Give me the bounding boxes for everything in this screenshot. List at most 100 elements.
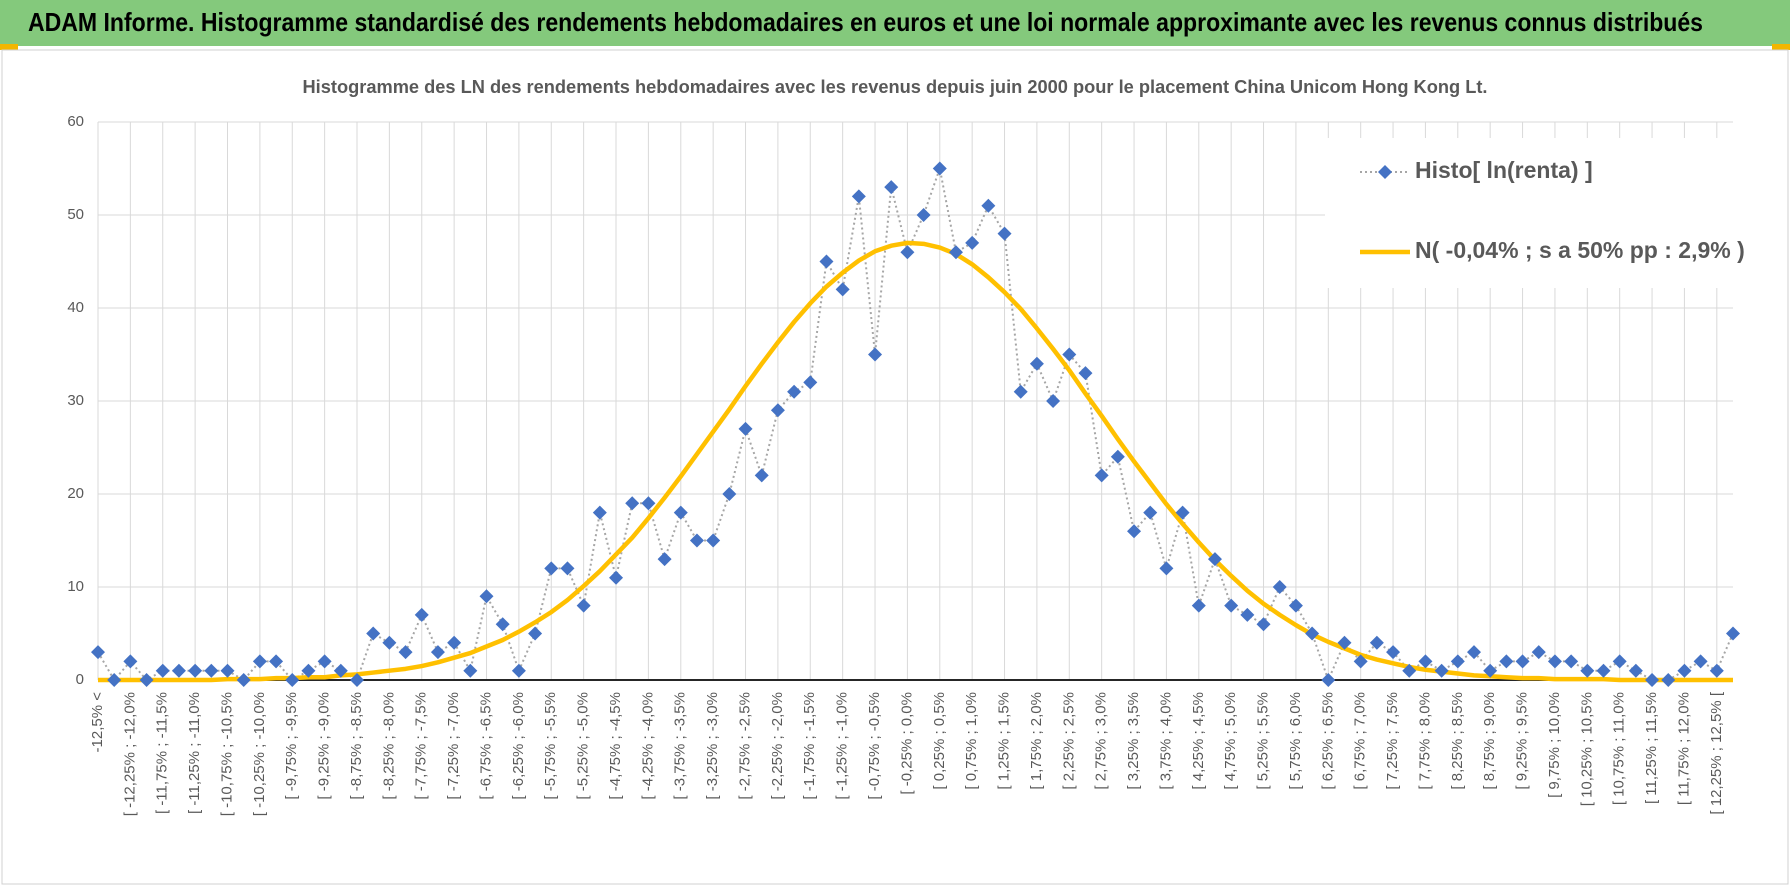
x-tick-label: [ 12,25% ; 12,5% [: [1708, 691, 1725, 814]
x-tick-label: [ -1,25% ; -1,0%: [834, 692, 851, 800]
x-tick-label: [ -12,25% ; -12,0%: [121, 692, 138, 816]
data-point: [1693, 654, 1708, 669]
data-point: [1499, 654, 1514, 669]
data-point: [641, 496, 656, 511]
data-point: [997, 226, 1012, 241]
data-point: [123, 654, 138, 669]
data-point: [155, 663, 170, 678]
x-tick-label: [ -5,75% ; -5,5%: [542, 692, 559, 800]
x-tick-label: [ 8,75% ; 9,0%: [1481, 692, 1498, 790]
data-point: [1483, 663, 1498, 678]
x-tick-label: [ 7,75% ; 8,0%: [1416, 692, 1433, 790]
x-tick-label: [ 10,25% ; 10,5%: [1578, 692, 1595, 806]
y-tick-label: 30: [67, 392, 84, 409]
x-tick-label: [ -6,25% ; -6,0%: [510, 692, 527, 800]
series-line: [98, 240, 1733, 683]
corner-mark: [1772, 44, 1790, 50]
data-point: [317, 654, 332, 669]
x-tick-label: [ 0,25% ; 0,5%: [931, 692, 948, 790]
data-point: [965, 235, 980, 250]
data-point: [350, 673, 365, 687]
data-point: [770, 403, 785, 418]
data-point: [1321, 673, 1336, 687]
data-point: [91, 645, 105, 660]
data-point: [1110, 449, 1125, 464]
x-tick-label: [ -0,25% ; 0,0%: [898, 692, 915, 795]
x-tick-label: [ -4,25% ; -4,0%: [639, 692, 656, 800]
x-tick-label: [ 5,25% ; 5,5%: [1255, 692, 1272, 790]
data-point: [1726, 626, 1740, 641]
x-tick-label: [ 11,75% ; 12,0%: [1675, 692, 1692, 805]
data-point: [1677, 663, 1692, 678]
data-point: [1029, 356, 1044, 371]
data-point: [884, 180, 899, 195]
data-point: [1191, 598, 1206, 613]
legend-marker: [1378, 165, 1392, 179]
data-point: [1062, 347, 1077, 362]
data-point: [1612, 654, 1627, 669]
x-tick-label: [ -0,75% ; -0,5%: [866, 692, 883, 800]
data-point: [1143, 505, 1158, 520]
x-tick-label: [ -3,25% ; -3,0%: [704, 692, 721, 800]
header-title: ADAM Informe. Histogramme standardisé de…: [28, 7, 1703, 37]
data-point: [1046, 394, 1061, 408]
data-point: [301, 663, 316, 678]
data-point: [1207, 552, 1222, 567]
chart-title: Histogramme des LN des rendements hebdom…: [303, 77, 1488, 97]
x-tick-label: [ 10,75% ; 11,0%: [1611, 692, 1628, 805]
data-point: [609, 570, 624, 585]
data-point: [1094, 468, 1109, 483]
data-point: [1628, 663, 1643, 678]
data-point: [1272, 580, 1287, 594]
data-point: [1224, 598, 1239, 613]
data-point: [625, 496, 640, 511]
data-point: [1240, 607, 1255, 622]
x-tick-label: [ 5,75% ; 6,0%: [1287, 692, 1304, 790]
data-point: [1305, 626, 1320, 641]
data-point: [1580, 663, 1595, 678]
data-point: [1127, 524, 1142, 539]
x-tick-label: [ 3,25% ; 3,5%: [1125, 692, 1142, 790]
y-tick-label: 10: [67, 578, 84, 595]
data-point: [576, 598, 591, 613]
x-tick-label: [ -4,75% ; -4,5%: [607, 692, 624, 800]
x-tick-label: [ 2,75% ; 3,0%: [1093, 692, 1110, 790]
data-point: [560, 561, 575, 576]
data-point: [1596, 663, 1611, 678]
data-point: [1288, 598, 1303, 613]
data-point: [1386, 645, 1401, 660]
data-point: [107, 673, 122, 687]
x-tick-label: [ -7,25% ; -7,0%: [445, 692, 462, 800]
data-point: [592, 505, 607, 520]
data-point: [1709, 663, 1724, 678]
x-tick-label: [ 9,75% ; 10,0%: [1546, 692, 1563, 798]
x-tick-label: [ -8,75% ; -8,5%: [348, 692, 365, 800]
data-point: [1466, 645, 1481, 660]
data-point: [204, 663, 219, 678]
data-point: [916, 208, 931, 222]
data-point: [803, 375, 818, 390]
data-point: [706, 533, 721, 548]
data-point: [479, 589, 494, 604]
data-point: [1013, 384, 1028, 399]
data-point: [754, 468, 769, 483]
data-point: [171, 663, 186, 678]
x-tick-label: [ 1,25% ; 1,5%: [996, 692, 1013, 790]
data-point: [1661, 673, 1676, 687]
data-point: [495, 617, 510, 632]
legend-label: Histo[ ln(renta) ]: [1415, 157, 1593, 183]
x-tick-label: [ -11,75% ; -11,5%: [154, 692, 171, 814]
data-point: [366, 626, 381, 641]
x-tick-label: [ -10,75% ; -10,5%: [218, 692, 235, 816]
x-tick-label: [ -1,75% ; -1,5%: [801, 692, 818, 800]
data-point: [932, 161, 947, 176]
data-point: [398, 645, 413, 660]
data-point: [544, 561, 559, 576]
data-point: [1402, 663, 1417, 678]
data-point: [463, 663, 478, 678]
header-bar: [0, 0, 1790, 46]
data-point: [722, 487, 737, 501]
x-tick-label: [ 4,25% ; 4,5%: [1190, 692, 1207, 790]
data-point: [1515, 654, 1530, 669]
data-point: [981, 198, 996, 213]
